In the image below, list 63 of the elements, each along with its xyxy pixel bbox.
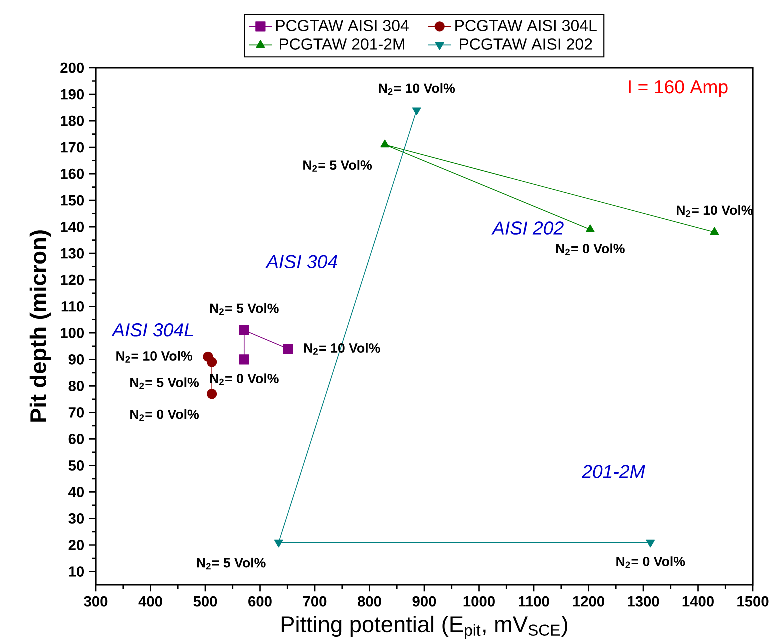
y-tick-label: 170 <box>61 142 84 153</box>
y-tick-label: 200 <box>60 62 84 74</box>
legend-label: PCGTAW AISI 304 <box>276 20 409 32</box>
y-tick-label: 40 <box>68 487 84 498</box>
y-axis-title: Pit depth (micron) <box>30 230 52 422</box>
legend-label: PCGTAW 201-2M <box>280 38 404 50</box>
point <box>207 389 218 400</box>
point <box>274 540 284 548</box>
x-tick-label: 900 <box>412 596 436 607</box>
x-axis-title: Pitting potential (E$_{pit}$, mV$_{SCE}$) <box>282 616 568 640</box>
annotation: AISI 304 <box>266 255 338 268</box>
x-tick-label: 1400 <box>682 596 714 607</box>
annotation: N$_{2}$= 5 Vol% <box>304 160 372 172</box>
annotation: I = 160 Amp <box>629 80 728 98</box>
x-tick-label: 500 <box>194 596 218 607</box>
x-tick-label: 1300 <box>628 596 660 607</box>
y-tick-label: 90 <box>68 354 84 365</box>
legend-label: PCGTAW AISI 304L <box>456 20 597 32</box>
y-tick-label: 100 <box>61 328 84 338</box>
y-tick-label: 50 <box>68 460 84 471</box>
x-tick-label: 800 <box>358 596 382 607</box>
y-tick-label: 190 <box>61 89 84 100</box>
y-tick-label: 160 <box>61 168 84 180</box>
annotation: N$_{2}$= 10 Vol% <box>379 83 456 96</box>
x-tick-label: 1500 <box>738 596 769 607</box>
annotation: N$_{2}$= 5 Vol% <box>197 558 266 570</box>
legend-label: PCGTAW AISI 202 <box>460 38 592 50</box>
y-tick-label: 110 <box>62 301 84 312</box>
annotation: N$_{2}$= 5 Vol% <box>210 303 279 316</box>
annotation: AISI 304L <box>112 324 194 337</box>
y-tick-label: 10 <box>69 566 84 577</box>
annotation: N$_{2}$= 10 Vol% <box>116 351 193 363</box>
annotation: AISI 202 <box>492 222 564 235</box>
point <box>710 227 720 236</box>
annotation: N$_{2}$= 0 Vol% <box>616 556 686 568</box>
point <box>239 325 250 336</box>
x-tick-label: 400 <box>138 596 162 607</box>
y-tick-label: 130 <box>61 248 84 259</box>
x-tick-label: 300 <box>84 596 108 607</box>
x-tick-label: 600 <box>248 596 272 607</box>
point <box>586 224 595 232</box>
point <box>646 540 656 548</box>
point <box>203 352 214 362</box>
point <box>283 344 294 354</box>
y-tick-label: 140 <box>61 222 84 232</box>
y-tick-label: 180 <box>61 116 84 126</box>
x-tick-label: 1100 <box>519 596 550 607</box>
annotation: N$_{2}$= 0 Vol% <box>556 244 625 256</box>
annotation: N$_{2}$= 0 Vol% <box>130 409 200 422</box>
y-tick-label: 70 <box>68 407 84 418</box>
x-tick-label: 1200 <box>573 596 604 607</box>
annotation: 201-2M <box>582 465 646 478</box>
annotation: N$_{2}$= 5 Vol% <box>130 378 200 390</box>
y-tick-label: 20 <box>68 540 84 550</box>
y-tick-label: 80 <box>68 380 84 392</box>
y-tick-label: 150 <box>61 195 84 206</box>
y-tick-label: 60 <box>68 434 84 444</box>
point <box>380 140 390 148</box>
x-tick-label: 700 <box>303 596 327 607</box>
y-tick-label: 120 <box>61 274 84 286</box>
x-tick-label: 1000 <box>464 596 495 607</box>
point <box>239 354 250 365</box>
y-tick-label: 30 <box>68 514 84 524</box>
